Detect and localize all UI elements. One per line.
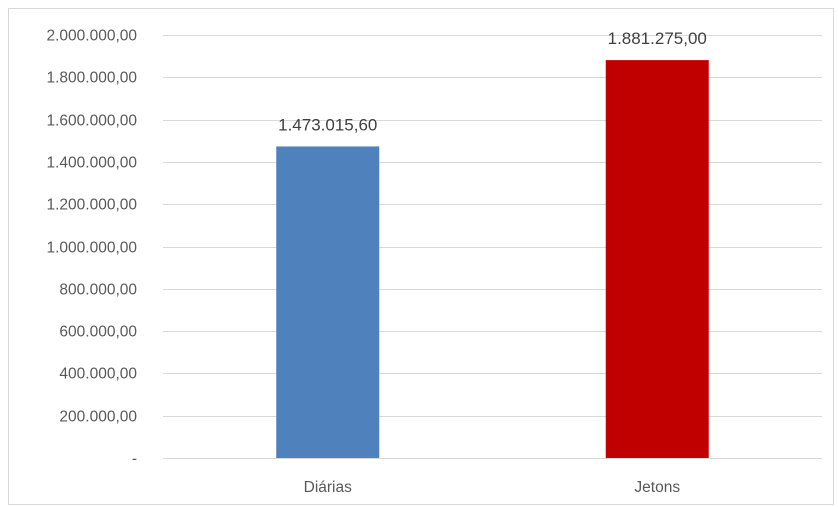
y-tick-label: 1.000.000,00	[46, 240, 137, 257]
y-tick-label: 1.800.000,00	[46, 70, 137, 87]
bar-0	[276, 146, 380, 458]
data-label: 1.881.275,00	[608, 29, 707, 48]
bar-1	[605, 60, 709, 458]
y-tick-label: 1.400.000,00	[46, 155, 137, 172]
x-axis-category-labels: Diárias Jetons	[304, 479, 681, 496]
data-label: 1.473.015,60	[278, 115, 377, 134]
category-label: Jetons	[634, 479, 680, 496]
category-label: Diárias	[304, 479, 352, 496]
y-tick-label: -	[132, 451, 137, 468]
y-tick-label: 1.200.000,00	[46, 197, 137, 214]
data-labels: 1.473.015,60 1.881.275,00	[278, 29, 707, 134]
bars	[276, 60, 709, 458]
y-tick-label: 400.000,00	[59, 366, 137, 383]
y-tick-label: 200.000,00	[59, 409, 137, 426]
gridlines	[163, 35, 822, 459]
y-tick-label: 1.600.000,00	[46, 113, 137, 130]
y-tick-label: 2.000.000,00	[46, 28, 137, 45]
y-tick-label: 600.000,00	[59, 324, 137, 341]
y-axis-tick-labels: - 200.000,00 400.000,00 600.000,00 800.000,0…	[46, 28, 137, 468]
y-tick-label: 800.000,00	[59, 282, 137, 299]
